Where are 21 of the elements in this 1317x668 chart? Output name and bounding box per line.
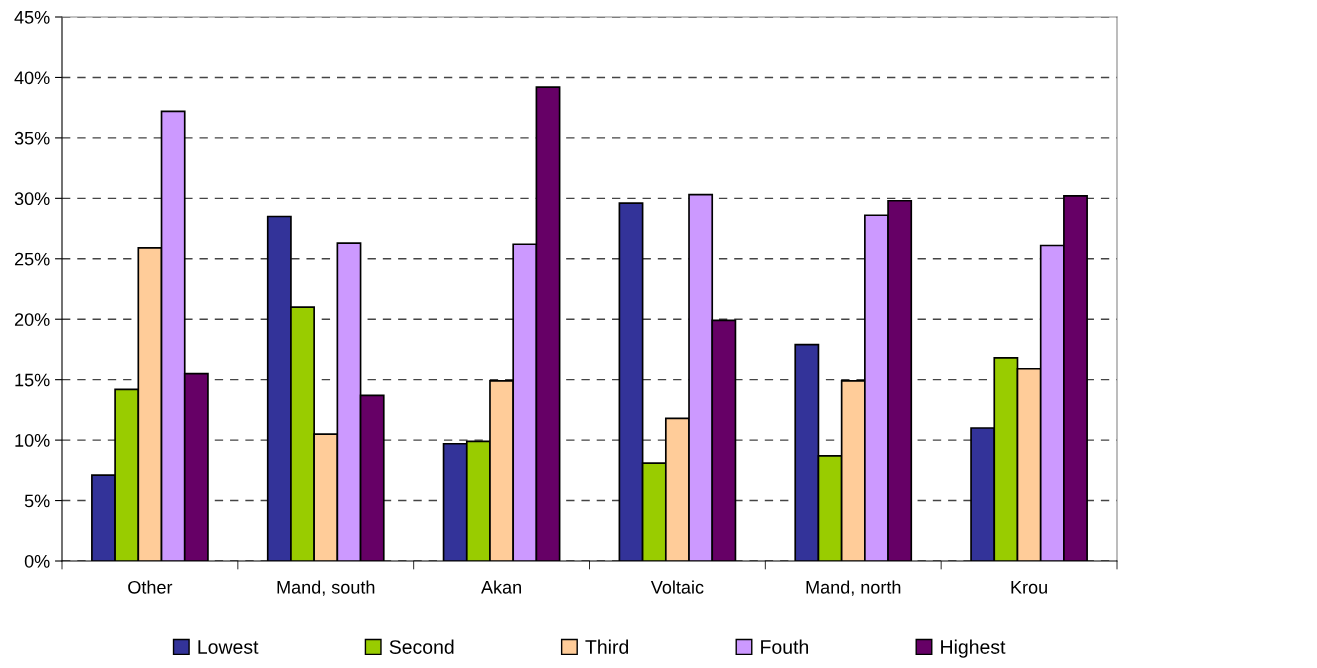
y-tick-label: 10% [15,434,50,447]
legend-label: Highest [941,639,1006,658]
legend-label: Fouth [761,639,809,654]
x-tick-label: Akan [481,580,521,594]
legend-label: Second [389,639,454,654]
x-tick-label: Voltaic [650,580,704,594]
y-tick-label: 45% [14,11,50,24]
x-tick-label: Mand, north [806,580,901,596]
y-tick-label: 40% [14,71,50,85]
y-tick-label: 30% [14,192,50,206]
y-tick-label: 15% [15,373,50,387]
y-tick-label: 35% [14,131,50,145]
x-tick-label: Other [128,580,173,594]
legend-label: Third [585,639,629,654]
y-tick-label: 0% [24,554,50,568]
y-tick-label: 5% [24,494,50,508]
y-tick-label: 20% [14,313,50,326]
y-tick-label: 25% [14,252,50,266]
x-tick-label: Krou [1011,581,1047,594]
x-tick-label: Mand, south [277,580,375,596]
legend-label: Lowest [198,640,259,654]
